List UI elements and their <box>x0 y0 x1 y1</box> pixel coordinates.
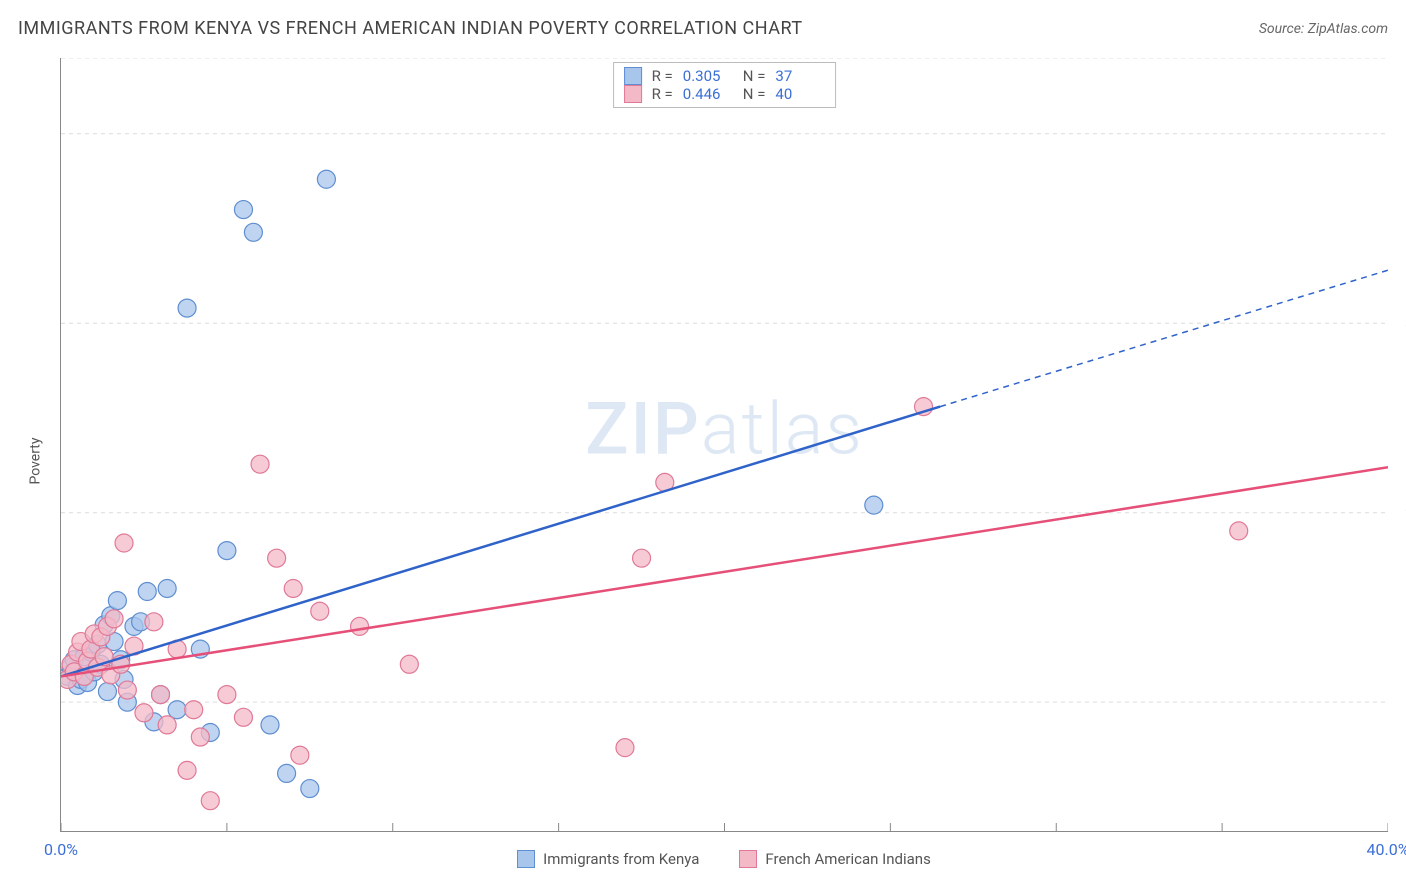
correlation-legend: R = 0.305 N = 37 R = 0.446 N = 40 <box>613 62 837 108</box>
n-label: N = <box>743 85 766 103</box>
n-value: 37 <box>775 67 825 85</box>
r-value: 0.446 <box>683 85 733 103</box>
chart-container: Poverty ZIPatlas R =0.305N =37R =0.446N … <box>18 48 1388 874</box>
header: IMMIGRANTS FROM KENYA VS FRENCH AMERICAN… <box>18 18 1388 39</box>
legend-swatch <box>517 850 535 868</box>
source-attribution: Source: ZipAtlas.com <box>1259 21 1388 37</box>
series-legend-item: French American Indians <box>739 850 930 868</box>
legend-row: R = 0.446 N = 40 <box>624 85 826 103</box>
legend-row: R = 0.305 N = 37 <box>624 67 826 85</box>
legend-label: French American Indians <box>765 850 930 868</box>
chart-title: IMMIGRANTS FROM KENYA VS FRENCH AMERICAN… <box>18 18 803 39</box>
data-layer <box>61 58 1388 831</box>
r-label: R = <box>652 67 673 85</box>
legend-label: Immigrants from Kenya <box>543 850 699 868</box>
plot-area: ZIPatlas R =0.305N =37R =0.446N =40 12.5… <box>60 58 1388 832</box>
legend-swatch <box>739 850 757 868</box>
r-value: 0.305 <box>683 67 733 85</box>
series-legend-item: Immigrants from Kenya <box>517 850 699 868</box>
n-label: N = <box>743 67 766 85</box>
y-axis-label: Poverty <box>28 437 44 484</box>
n-value: 40 <box>775 85 825 103</box>
series-legend: Immigrants from Kenya French American Ind… <box>60 850 1388 868</box>
r-label: R = <box>652 85 673 103</box>
legend-swatch <box>624 67 642 85</box>
legend-swatch <box>624 85 642 103</box>
